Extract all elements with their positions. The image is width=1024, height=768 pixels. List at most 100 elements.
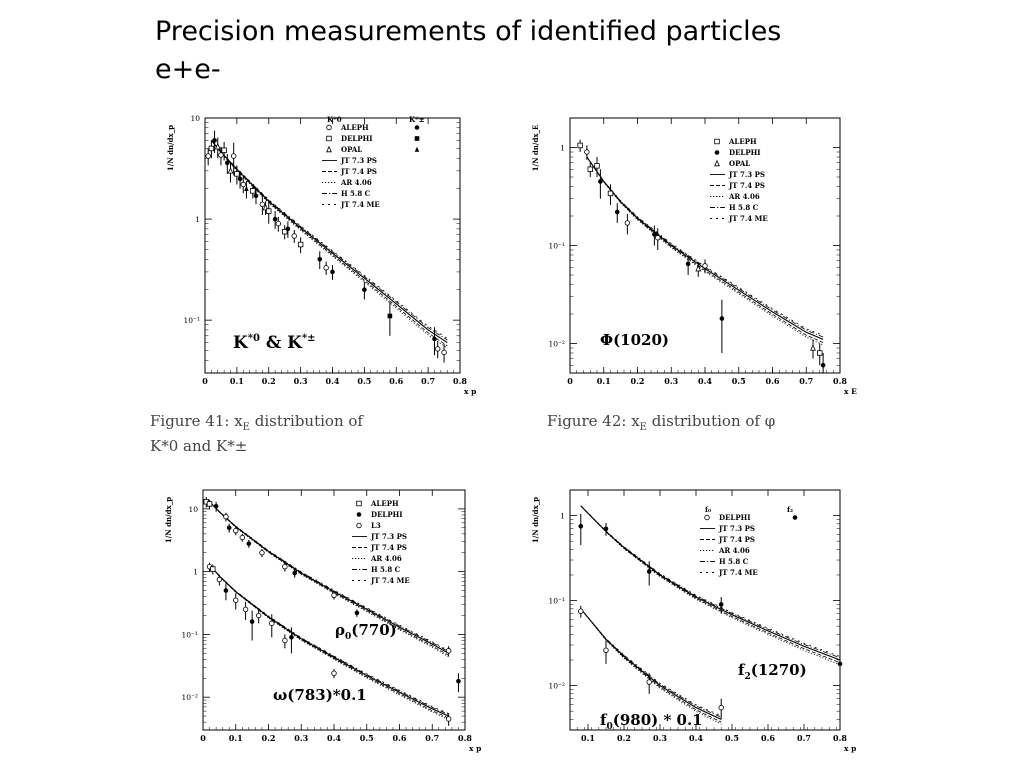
legend-label: JT 7.4 PS [728,181,765,190]
point-marker-dot [225,160,230,166]
x-tick-label: 0.2 [262,376,276,386]
x-tick-label: 0.3 [664,376,678,386]
particle-label-2: f0(980) * 0.1 [600,711,703,732]
point-marker-dot [362,287,367,293]
legend-label: JT 7.4 PS [718,535,755,544]
legend-header: K*± [409,115,425,124]
data-point [272,211,278,229]
data-point [587,162,593,178]
data-point [234,165,240,185]
y-tick-label: 1 [560,512,565,521]
point-marker-dot [226,525,232,531]
model-curve-jt-7-4-me [580,505,841,657]
x-axis-label: x p [469,744,481,753]
legend-header: f₂ [787,505,793,514]
legend-label: H 5.8 C [341,189,371,198]
legend-label: AR 4.06 [728,192,760,201]
label-part: *0 [248,333,260,344]
data-point [695,261,702,277]
x-tick-label: 0.8 [833,376,847,386]
point-marker-dot [285,226,291,232]
data-point [445,646,452,657]
point-marker-circle [275,220,282,227]
x-tick-label: 0.1 [229,733,243,743]
data-point [577,139,583,152]
point-marker-dot [603,526,609,532]
model-curve-ar-4-06 [580,505,841,666]
y-tick-label: 1 [193,568,198,577]
x-tick-label: 0.7 [425,733,439,743]
label-part: K [233,333,249,353]
data-point [652,225,657,246]
legend-label: JT 7.4 PS [370,543,407,552]
legend-label: JT 7.3 PS [718,524,755,533]
label-part: 2 [744,672,750,682]
legend-label: AR 4.06 [718,546,750,555]
data-point [607,184,614,205]
y-axis-label: 1/N dn/dx_p [166,125,175,171]
legend-label: DELPHI [719,513,750,522]
x-tick-label: 0.5 [732,376,746,386]
point-marker-dot [272,216,278,222]
y-tick-label: 10⁻² [181,693,198,702]
legend-marker [356,512,362,517]
data-point [259,195,266,215]
legend: f₀ f₂ DELPHI JT 7.3 PS JT 7.4 PS AR 4.06 H 5.8… [700,505,798,577]
chart-rho-omega: 0 0.1 0.2 0.3 0.4 0.5 0.6 0.7 0.8 10 1 10⁻¹ 10⁻² 1/N … [145,480,490,753]
legend-header: f₀ [705,505,711,514]
x-tick-label: 0.4 [326,376,340,386]
point-marker-dot [212,138,217,143]
data-point [205,148,211,166]
x-tick-label: 0.8 [458,733,472,743]
model-curve-jt-7-4-me [580,608,722,717]
model-curve-h-5-8-c [209,501,449,653]
point-marker-circle [578,608,584,614]
legend: ALEPH DELPHI OPAL JT 7.3 PS JT 7.4 PS AR 4.06… [710,137,768,223]
point-marker-square [250,188,256,194]
y-axis-label: 1/N dn/dx_E [531,125,540,172]
point-marker-dot [213,503,219,509]
point-marker-dot [292,570,297,576]
point-marker-dot [223,588,229,593]
point-marker-dot [719,316,725,321]
model-curve-h-5-8-c [211,140,448,341]
legend-marker [704,514,710,521]
legend-label: ALEPH [728,137,757,146]
data-point [646,561,652,586]
legend-label: H 5.8 C [729,203,759,212]
x-tick-label: 0.7 [421,376,435,386]
data-point [331,669,337,679]
point-marker-circle [441,349,447,356]
data-point [578,513,584,546]
point-marker-circle [259,550,265,556]
data-point [292,569,297,578]
legend-label: JT 7.3 PS [728,170,765,179]
point-marker-triangle [695,264,702,272]
x-tick-label: 0 [567,376,573,386]
point-marker-dot [578,523,584,529]
data-point [227,161,234,183]
x-tick-label: 0 [200,733,206,743]
point-marker-circle [655,235,661,241]
data-point [282,562,288,572]
legend-label: L3 [371,521,381,530]
legend-header: K*0 [327,115,342,124]
data-point [387,302,393,336]
chart-f0-f2: 0.1 0.2 0.3 0.4 0.5 0.6 0.7 0.8 1 10⁻¹ 10⁻² 1/N dn/… [530,480,870,753]
figure-41-caption: Figure 41: xE distribution of K*0 and K*… [150,412,363,455]
point-marker-square [206,501,213,507]
point-marker-circle [223,514,229,520]
legend-marker [356,500,362,507]
data-point [432,327,437,356]
legend-label: DELPHI [729,148,760,157]
point-marker-square [208,145,215,152]
model-curve-jt-7-3-ps [586,156,824,340]
point-marker-square [594,163,600,169]
point-marker-circle [624,220,631,226]
point-marker-square [234,171,240,177]
x-tick-label: 0.1 [597,376,611,386]
data-point [578,605,584,618]
data-point [810,339,816,359]
x-tick-label: 0.6 [393,733,407,743]
data-point [317,251,323,270]
